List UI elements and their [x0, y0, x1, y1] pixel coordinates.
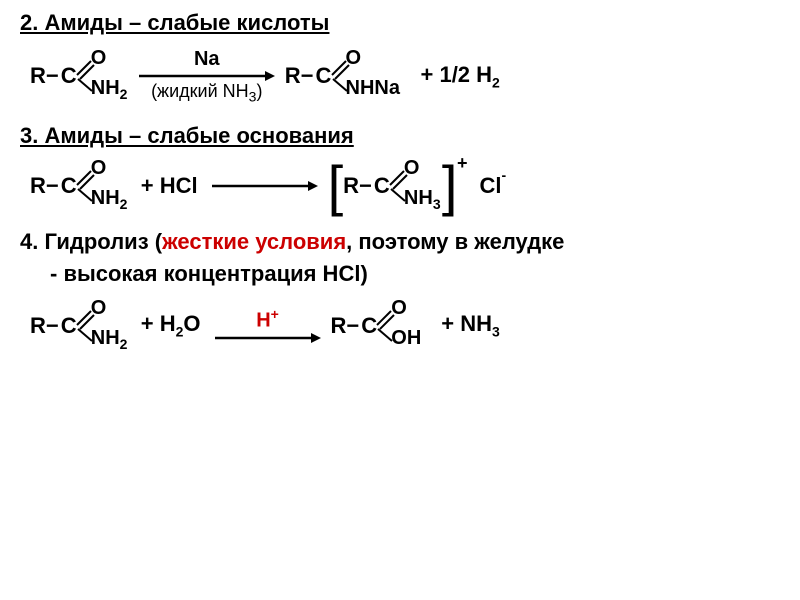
- c-branch: C O NH3: [372, 161, 442, 211]
- product-1: R− C O NHNa: [285, 51, 409, 101]
- bracketed-product: [ R− C O NH3 ] +: [328, 161, 458, 211]
- arrow-3: H+: [213, 306, 323, 345]
- r-group: R−: [30, 63, 59, 89]
- heading-4-line2: - высокая концентрация HCl): [50, 261, 780, 287]
- reactant-3: R− C O NH2: [30, 301, 129, 351]
- reaction-1: R− C O NH2 Na (жидкий NH3) R− C: [30, 48, 780, 105]
- plus-h2o: + H2O: [141, 311, 201, 339]
- tail-3: + NH3: [441, 311, 500, 339]
- heading-2: 2. Амиды – слабые кислоты: [20, 10, 780, 36]
- bracket-right: ]: [442, 161, 458, 211]
- c-branch: C O NH2: [59, 301, 129, 351]
- chloride-ion: Cl-: [479, 173, 501, 199]
- c-branch: C O NH2: [59, 161, 129, 211]
- heading-4: 4. Гидролиз (жесткие условия, поэтому в …: [20, 229, 780, 255]
- c-branch: C O NH2: [59, 51, 129, 101]
- arrow-1: Na (жидкий NH3): [137, 48, 277, 105]
- product-3: R− C O OH: [331, 301, 430, 351]
- arrow-icon: [213, 331, 323, 345]
- reaction-2: R− C O NH2 + HCl [ R− C: [30, 161, 780, 211]
- c-branch: C O NHNa: [314, 51, 409, 101]
- reaction-3: R− C O NH2 + H2O H+ R− C O: [30, 301, 780, 351]
- c-branch: C O OH: [359, 301, 429, 351]
- heading-3: 3. Амиды – слабые основания: [20, 123, 780, 149]
- plus-hcl: + HCl: [141, 173, 198, 199]
- bracket-charge: +: [457, 153, 468, 174]
- red-text: жесткие условия: [162, 229, 346, 254]
- arrow-top-label-red: H+: [256, 306, 279, 333]
- arrow-bot-label: (жидкий NH3): [151, 81, 262, 105]
- arrow-icon: [210, 179, 320, 193]
- heading-2-text: 2. Амиды – слабые кислоты: [20, 10, 329, 35]
- reactant-1: R− C O NH2: [30, 51, 129, 101]
- product-2: R− C O NH3: [343, 161, 442, 211]
- tail-1: + 1/2 H2: [421, 62, 500, 90]
- bracket-left: [: [328, 161, 344, 211]
- arrow-top-label: Na: [194, 48, 220, 71]
- heading-3-text: 3. Амиды – слабые основания: [20, 123, 354, 148]
- reactant-2: R− C O NH2: [30, 161, 129, 211]
- arrow-2: [210, 179, 320, 193]
